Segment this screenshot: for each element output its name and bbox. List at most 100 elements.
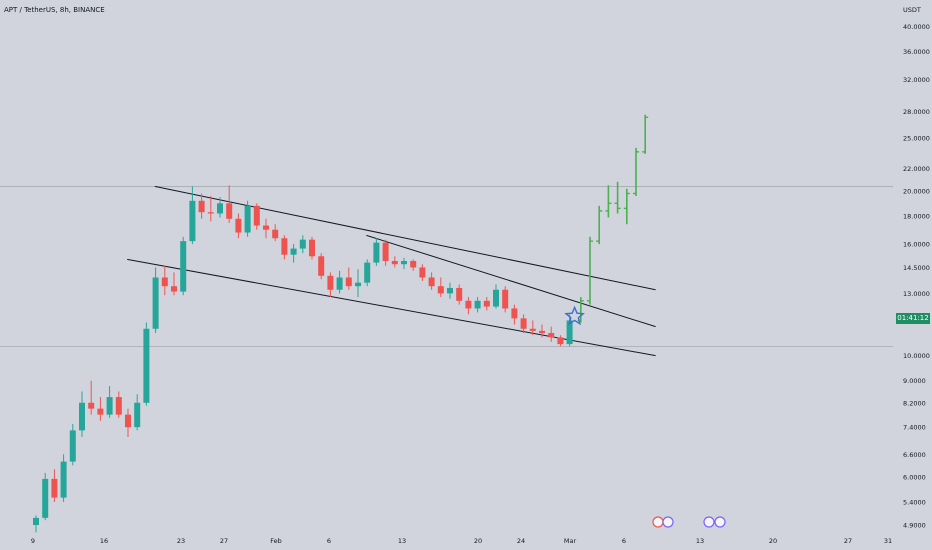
event-icon-1 — [662, 516, 674, 528]
candle-body-49 — [483, 300, 490, 307]
candle-body-51 — [502, 289, 509, 309]
x-tick-label-13: 27 — [844, 537, 852, 545]
candle-body-2 — [51, 478, 58, 498]
candle-body-16 — [180, 241, 187, 292]
candle-body-23 — [244, 205, 251, 233]
candle-body-29 — [299, 239, 306, 249]
candle-body-31 — [318, 256, 325, 276]
candle-body-7 — [97, 408, 104, 415]
candle-body-18 — [198, 200, 205, 213]
candle-body-19 — [207, 212, 214, 214]
candle-body-0 — [33, 517, 39, 526]
x-tick-label-2: 23 — [177, 537, 185, 545]
candle-body-30 — [309, 239, 315, 257]
candles — [33, 185, 573, 533]
projection-candles — [577, 114, 649, 323]
x-tick-label-14: 31 — [884, 537, 892, 545]
x-tick-label-0: 9 — [31, 537, 35, 545]
chart-title: APT / TetherUS, 8h, BINANCE — [4, 6, 105, 14]
candle-body-25 — [263, 225, 269, 230]
candle-body-20 — [217, 203, 223, 214]
y-tick-label-16: 6.0000 — [903, 473, 926, 481]
x-tick-label-5: 6 — [327, 537, 331, 545]
candle-body-44 — [437, 286, 444, 294]
star-icon — [564, 305, 585, 326]
candle-body-13 — [152, 277, 159, 329]
event-icons — [652, 516, 726, 528]
candle-body-35 — [355, 282, 361, 287]
candle-body-37 — [373, 242, 380, 263]
y-tick-label-8: 16.0000 — [903, 241, 930, 249]
candle-body-58 — [566, 320, 573, 345]
trendline-2 — [366, 234, 656, 328]
candle-body-53 — [520, 318, 527, 329]
candle-body-6 — [88, 402, 95, 409]
candle-body-36 — [364, 262, 371, 283]
y-tick-label-9: 14.5000 — [903, 264, 930, 272]
event-icon-2 — [703, 516, 715, 528]
candle-body-52 — [511, 308, 518, 319]
horizontal-levels — [0, 186, 893, 347]
candle-body-45 — [447, 287, 453, 294]
y-tick-label-15: 6.6000 — [903, 451, 926, 459]
candle-body-10 — [125, 414, 131, 428]
event-icon-0 — [652, 516, 664, 528]
y-tick-label-13: 8.2000 — [903, 399, 926, 407]
x-tick-label-4: Feb — [270, 537, 282, 545]
candle-body-46 — [456, 287, 463, 301]
candle-body-26 — [272, 229, 279, 239]
candle-body-11 — [134, 402, 141, 428]
y-tick-label-7: 18.0000 — [903, 213, 930, 221]
x-tick-label-6: 13 — [398, 537, 406, 545]
candle-body-47 — [465, 300, 472, 309]
candle-body-42 — [419, 267, 426, 278]
candle-body-57 — [557, 337, 564, 345]
y-tick-label-4: 25.0000 — [903, 135, 930, 143]
y-axis: USDT 40.0000 36.0000 32.0000 28.0000 25.0000 2… — [903, 6, 930, 530]
candle-body-39 — [391, 261, 398, 265]
candle-body-1 — [42, 478, 49, 518]
candle-body-41 — [410, 261, 417, 268]
y-tick-label-5: 22.0000 — [903, 165, 930, 173]
y-tick-label-11: 10.0000 — [903, 352, 930, 360]
candle-body-34 — [345, 277, 352, 287]
candle-body-33 — [336, 277, 343, 290]
x-tick-label-12: 20 — [769, 537, 777, 545]
candle-body-8 — [106, 397, 113, 415]
y-tick-label-0: 40.0000 — [903, 23, 930, 31]
candle-body-27 — [281, 238, 288, 255]
y-tick-label-12: 9.0000 — [903, 377, 926, 385]
trendline-0 — [154, 185, 656, 291]
y-axis-unit: USDT — [903, 6, 921, 14]
x-tick-label-9: Mar — [564, 537, 577, 545]
candle-body-15 — [171, 286, 177, 292]
candle-body-32 — [327, 275, 334, 290]
x-tick-label-8: 24 — [517, 537, 525, 545]
event-icon-3 — [714, 516, 726, 528]
trendlines — [127, 185, 656, 357]
x-tick-label-11: 13 — [696, 537, 704, 545]
candle-body-43 — [428, 277, 435, 287]
y-tick-label-1: 36.0000 — [903, 48, 930, 56]
candle-body-24 — [253, 205, 260, 226]
y-tick-label-18: 4.9000 — [903, 522, 926, 530]
candle-body-9 — [115, 397, 122, 415]
x-axis: 9 16 23 27 Feb 6 13 20 24 Mar 6 13 20 27 31 — [31, 537, 892, 545]
candle-body-56 — [548, 333, 555, 338]
x-tick-label-1: 16 — [100, 537, 108, 545]
candle-body-3 — [60, 461, 67, 498]
x-tick-label-3: 27 — [220, 537, 228, 545]
candle-body-55 — [539, 330, 545, 334]
y-tick-label-2: 32.0000 — [903, 76, 930, 84]
candle-body-40 — [401, 261, 407, 265]
y-tick-label-3: 28.0000 — [903, 108, 930, 116]
candle-body-48 — [474, 300, 481, 309]
y-tick-label-6: 20.0000 — [903, 188, 930, 196]
y-tick-label-10: 13.0000 — [903, 290, 930, 298]
y-tick-label-14: 7.4000 — [903, 424, 926, 432]
candle-body-21 — [226, 203, 233, 219]
price-countdown-tag: 01:41:12 — [896, 313, 930, 324]
x-tick-label-7: 20 — [474, 537, 482, 545]
candle-body-28 — [290, 248, 297, 255]
